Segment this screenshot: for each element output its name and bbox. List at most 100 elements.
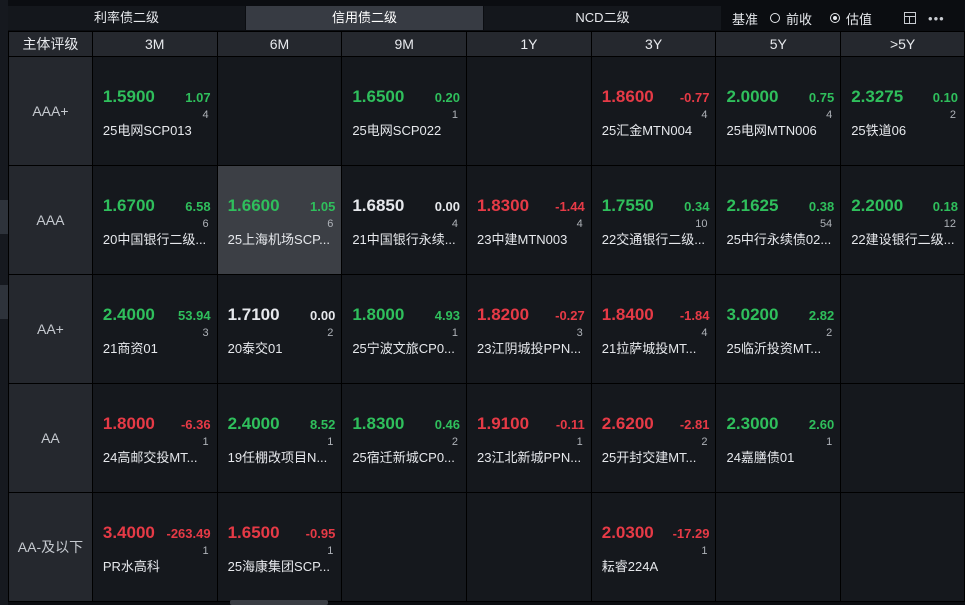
radio-circle-selected-icon [830,13,841,23]
empty-cell[interactable] [216,56,343,166]
bond-name: 25开封交建MT... [601,450,697,465]
radio-label: 前收 [786,11,813,27]
column-header-tenor[interactable]: 5Y [715,31,842,57]
quote-cell[interactable]: 2.3275 0.10 2 25铁道06 [840,56,965,166]
trade-count: 2 [701,436,708,448]
bond-name: 21商资01 [102,341,158,356]
quote-cell[interactable]: 2.4000 53.94 3 21商资01 [91,274,218,384]
radio-prev-close[interactable]: 前收 [770,9,812,28]
quote-cell[interactable]: 1.6850 0.00 4 21中国银行永续... [341,165,468,275]
column-header-tenor[interactable]: 1Y [466,31,592,57]
quote-cell[interactable]: 1.9100 -0.11 1 23江北新城PPN... [466,383,592,493]
tab-ncd-secondary[interactable]: NCD二级 [484,6,722,30]
yield-change-bp: -2.81 [679,417,710,432]
yield-value: 1.5900 [102,87,155,106]
layout-icon[interactable] [904,12,917,24]
quote-cell[interactable]: 1.8300 0.46 2 25宿迁新城CP0... [341,383,468,493]
trade-count: 4 [202,109,209,121]
column-header-tenor[interactable]: 9M [341,31,468,57]
left-panel-handle[interactable] [0,285,8,319]
quote-cell[interactable]: 2.0000 0.75 4 25电网MTN006 [715,56,842,166]
empty-cell[interactable] [840,383,965,493]
empty-cell[interactable] [466,56,592,166]
bond-name: 22交通银行二级... [601,232,706,247]
column-header-tenor[interactable]: 3M [91,31,218,57]
trade-count: 1 [701,545,708,557]
quote-cell[interactable]: 1.8300 -1.44 4 23中建MTN003 [466,165,592,275]
grid-row: AA+ 2.4000 53.94 3 21商资01 1.7100 0.00 2 20泰交01 1.… [8,274,965,384]
yield-value: 1.8200 [477,305,530,324]
yield-change-bp: 0.10 [932,90,958,105]
quote-cell[interactable]: 1.5900 1.07 4 25电网SCP013 [91,56,218,166]
quote-cell[interactable]: 1.6500 0.20 1 25电网SCP022 [341,56,468,166]
yield-value: 2.6200 [601,414,654,433]
trade-count: 1 [451,327,459,339]
column-header-tenor[interactable]: 6M [216,31,343,57]
yield-change-bp: 0.75 [808,90,835,105]
empty-cell[interactable] [341,492,468,602]
column-header-tenor[interactable]: 3Y [590,31,717,57]
row-header-rating: AA [8,383,93,493]
radio-valuation[interactable]: 估值 [830,9,872,28]
yield-change-bp: -1.44 [555,199,585,214]
empty-cell[interactable] [840,492,965,602]
yield-value: 1.8000 [352,305,405,324]
quote-cell[interactable]: 1.6500 -0.95 1 25海康集团SCP... [216,492,343,602]
quote-cell[interactable]: 1.7550 0.34 10 22交通银行二级... [590,165,717,275]
radio-label: 估值 [846,11,873,27]
empty-cell[interactable] [840,274,965,384]
tab-credit-bond-secondary[interactable]: 信用债二级 [246,6,484,30]
quote-cell[interactable]: 2.4000 8.52 1 19任棚改项目N... [216,383,343,493]
yield-value: 2.4000 [102,305,155,324]
trade-count: 2 [826,327,833,339]
bond-name: 25海康集团SCP... [227,559,330,574]
yield-change-bp: 0.20 [434,90,461,105]
quote-cell[interactable]: 1.6700 6.58 6 20中国银行二级... [91,165,218,275]
quote-cell[interactable]: 1.7100 0.00 2 20泰交01 [216,274,343,384]
yield-value: 1.6500 [227,523,280,542]
horizontal-scrollbar[interactable] [230,600,328,605]
bond-name: 25临沂投资MT... [726,341,822,356]
bond-name: 21中国银行永续... [352,232,456,247]
yield-value: 1.8000 [102,414,155,433]
yield-value: 1.8300 [477,196,530,215]
empty-cell[interactable] [466,492,592,602]
bond-name: 23中建MTN003 [477,232,568,247]
yield-value: 1.7100 [227,305,280,324]
quote-cell[interactable]: 2.1625 0.38 54 25中行永续债02... [715,165,842,275]
tab-rate-bond-secondary[interactable]: 利率债二级 [8,6,246,30]
quote-cell[interactable]: 3.4000 -263.49 1 PR水高科 [91,492,218,602]
trade-count: 6 [327,218,334,230]
yield-change-bp: -17.29 [672,526,710,541]
quote-cell[interactable]: 1.8400 -1.84 4 21拉萨城投MT... [590,274,717,384]
quote-cell[interactable]: 2.6200 -2.81 2 25开封交建MT... [590,383,717,493]
left-panel-handle[interactable] [0,200,8,234]
more-icon[interactable]: ••• [928,10,945,26]
yield-value: 1.6500 [352,87,405,106]
quote-cell[interactable]: 2.0300 -17.29 1 耘睿224A [590,492,717,602]
bond-name: 24嘉膳债01 [726,450,795,465]
quote-cell[interactable]: 2.2000 0.18 12 22建设银行二级... [840,165,965,275]
quote-cell[interactable]: 2.3000 2.60 1 24嘉膳债01 [715,383,842,493]
yield-value: 2.4000 [227,414,280,433]
yield-value: 1.6600 [227,196,280,215]
empty-cell[interactable] [715,492,842,602]
quote-cell[interactable]: 3.0200 2.82 2 25临沂投资MT... [715,274,842,384]
bond-name: 25宿迁新城CP0... [352,450,455,465]
quote-cell[interactable]: 1.8600 -0.77 4 25汇金MTN004 [590,56,717,166]
row-header-rating: AA-及以下 [8,492,93,602]
trade-count: 4 [826,109,833,121]
basis-label: 基准 [732,11,759,27]
trade-count: 12 [943,218,956,230]
bond-name: 25宁波文旅CP0... [352,341,455,356]
grid-row: AAA 1.6700 6.58 6 20中国银行二级... 1.6600 1.05 6 25上海… [8,165,965,275]
bond-name: 25电网SCP013 [102,123,192,138]
trade-count: 4 [451,218,459,230]
quote-cell[interactable]: 1.8200 -0.27 3 23江阴城投PPN... [466,274,592,384]
trade-count: 4 [576,218,583,230]
row-header-rating: AAA [8,165,93,275]
quote-cell[interactable]: 1.8000 -6.36 1 24高邮交投MT... [91,383,218,493]
quote-cell[interactable]: 1.8000 4.93 1 25宁波文旅CP0... [341,274,468,384]
column-header-tenor[interactable]: >5Y [840,31,965,57]
quote-cell[interactable]: 1.6600 1.05 6 25上海机场SCP... [216,165,343,275]
